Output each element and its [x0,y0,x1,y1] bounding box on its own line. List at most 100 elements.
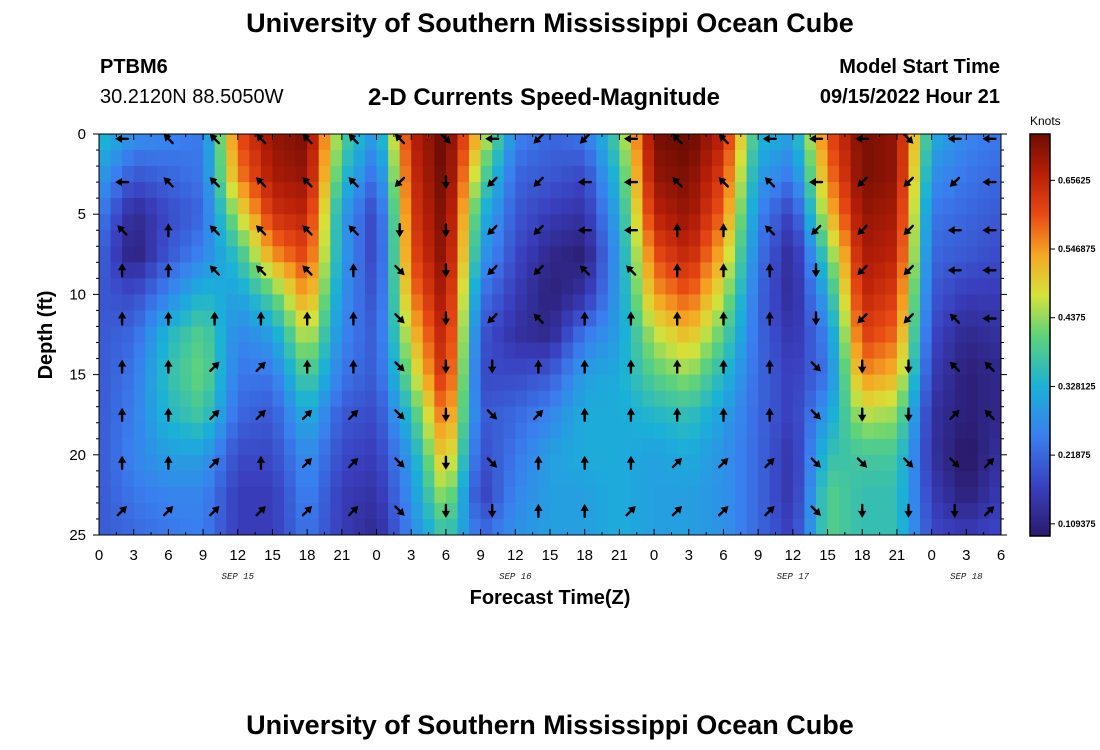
heat-cell [133,262,146,279]
heat-cell [284,182,297,199]
heat-cell [353,518,366,535]
heat-cell [307,310,320,328]
heat-cell [735,518,748,535]
heat-cell [977,294,991,312]
heat-cell [630,438,644,456]
heat-cell [445,278,459,295]
heat-cell [896,262,910,279]
heat-cell [573,310,586,328]
heat-cell [839,406,852,424]
heat-cell [746,294,759,312]
heat-cell [954,134,967,151]
heat-cell [561,134,574,151]
heat-cell [341,422,355,440]
heat-cell [561,230,574,247]
heat-cell [584,342,597,360]
heat-cell [214,326,227,344]
heat-cell [688,182,701,199]
heat-cell [237,406,250,424]
heat-cell [862,278,875,295]
heat-cell [249,486,262,504]
direction-arrow [623,225,639,235]
direction-arrow [209,265,221,276]
heat-cell [758,422,771,440]
heat-cell [168,230,181,247]
heat-cell [353,198,366,215]
heat-cell [191,150,204,167]
heat-cell [284,262,297,279]
heat-cell [503,246,516,263]
direction-arrow [810,505,821,516]
heat-cell [307,422,320,440]
heat-cell [307,390,320,408]
heat-cell [422,438,435,456]
heat-cell [642,454,655,472]
heat-cell [318,134,331,151]
heat-cell [318,454,331,472]
heat-cell [364,278,378,295]
direction-arrow [858,359,867,374]
heat-cell [480,438,493,456]
heat-cell [503,406,516,424]
heat-cell [665,358,678,376]
heat-cell [237,374,250,392]
heat-cell [99,390,112,408]
heat-cell [422,422,435,440]
heat-cell [168,166,181,183]
heat-cell [677,406,690,424]
heat-cell [376,390,389,408]
heat-cell [434,374,447,392]
heat-cell [179,518,193,535]
heat-cell [700,374,713,392]
heat-cell [122,470,135,488]
heat-cell [607,294,620,312]
heat-cell [908,390,921,408]
heat-cell [469,518,482,535]
heat-cell [827,374,840,392]
heat-cell [341,518,355,535]
heat-cell [908,198,921,215]
heat-cell [376,518,389,535]
heat-cell [364,182,378,199]
heat-cell [746,230,759,247]
direction-arrow [984,361,995,373]
heat-cell [700,310,713,328]
heat-cell [179,422,193,440]
heat-cell [492,294,505,312]
heat-cell [457,390,470,408]
direction-arrow [488,503,497,518]
heat-cell [237,150,250,167]
heat-cell [538,198,551,215]
heat-cell [457,230,470,247]
heat-cell [827,470,840,488]
heat-cell [862,454,875,472]
heat-cell [688,198,701,215]
heat-cell [954,438,967,456]
heat-cell [445,214,459,231]
heat-cell [330,358,343,376]
heat-cell [781,502,794,520]
heat-cell [584,166,597,183]
heat-cell [503,358,516,376]
heat-cell [630,326,644,344]
heat-cell [920,134,933,151]
heat-cell [804,294,817,312]
heat-cell [931,310,944,328]
heat-cell [885,406,898,424]
heat-cell [307,470,320,488]
heat-cell [457,150,470,167]
heat-cell [191,438,204,456]
heat-cell [480,326,493,344]
heat-cell [388,342,401,360]
heat-cell [873,342,886,360]
direction-arrow [672,177,683,188]
heat-cell [110,342,123,360]
heat-cell [607,278,620,295]
heat-cell [827,438,840,456]
heat-cell [758,150,771,167]
heat-cell [411,198,424,215]
heat-cell [237,230,250,247]
heat-cell [630,390,644,408]
heat-cell [665,502,678,520]
